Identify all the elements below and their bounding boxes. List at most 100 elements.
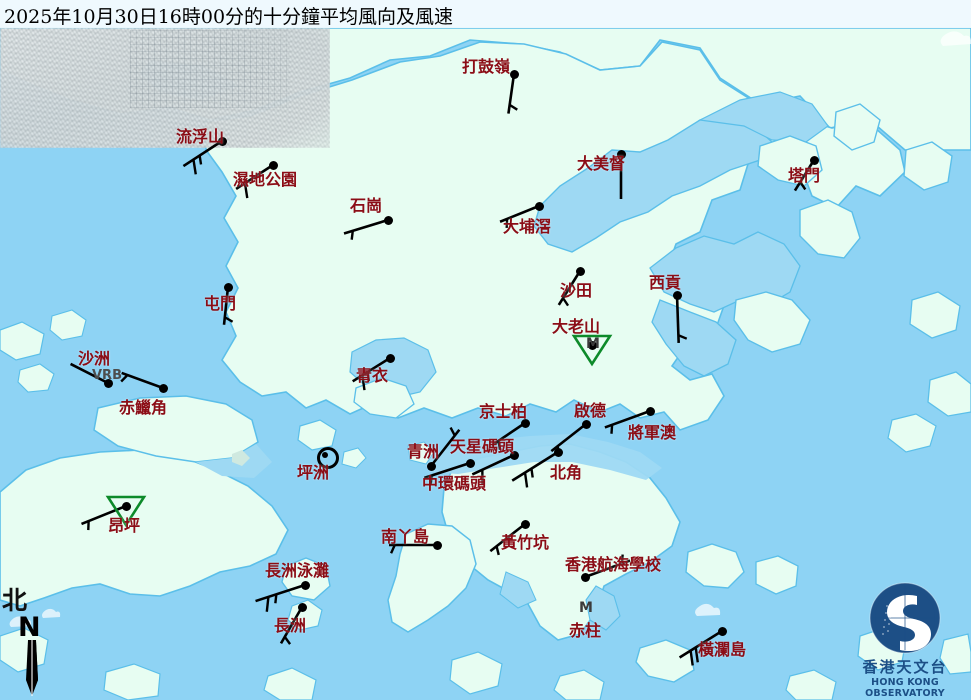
- compass-label-cn: 北: [2, 586, 28, 615]
- wind-barb-icon: [222, 286, 234, 325]
- station-label: 長洲泳灘: [265, 561, 330, 580]
- station-maintenance-flag: M: [586, 336, 600, 352]
- wind-barb-icon: [235, 163, 274, 199]
- station-label: 流浮山: [176, 127, 225, 146]
- station-label: 橫瀾島: [698, 640, 747, 659]
- wind-barb-icon: [793, 159, 816, 192]
- station-label: 青衣: [356, 366, 389, 385]
- station-label: 塔門: [788, 166, 821, 185]
- wind-barb-icon: [489, 522, 526, 556]
- station-label: 啟德: [574, 401, 607, 420]
- wind-barb-icon: [120, 371, 164, 390]
- station-dot: [581, 419, 591, 429]
- station-dot: [103, 378, 113, 388]
- wind-barb-icon: [507, 73, 518, 114]
- hko-logo-icon: [869, 582, 941, 654]
- station-label: 屯門: [204, 294, 237, 313]
- wind-barb-icon: [389, 543, 437, 554]
- station-label: 西貢: [649, 273, 682, 292]
- station-label: 沙田: [560, 281, 593, 300]
- wind-barb-icon: [619, 154, 623, 199]
- wind-barb-icon: [351, 356, 391, 391]
- station-dot: [385, 353, 395, 363]
- station-dot: [300, 580, 310, 590]
- station-label: 赤鱲角: [119, 398, 168, 417]
- station-label: 昂坪: [108, 516, 141, 535]
- station-label: 大埔滘: [503, 217, 552, 236]
- wind-barb-icon: [491, 421, 526, 450]
- wind-barb-icon: [584, 554, 631, 579]
- station-label: 大老山: [552, 317, 601, 336]
- station-dot: [432, 540, 442, 550]
- wind-barb-icon: [69, 362, 109, 385]
- wind-barb-icon: [675, 294, 688, 344]
- wind-barb-icon: [499, 204, 540, 228]
- title-bar: 2025年10月30日16時00分的十分鐘平均風向及風速: [0, 0, 971, 28]
- wind-barb-icon: [182, 139, 223, 175]
- station-label: 石崗: [350, 196, 383, 215]
- station-label: 北角: [550, 463, 583, 482]
- station-dot: [809, 155, 819, 165]
- station-dot: [223, 282, 233, 292]
- station-label: 坪洲: [297, 463, 330, 482]
- station-maintenance-flag: M: [579, 600, 593, 616]
- wind-barb-icon: [81, 504, 127, 531]
- calm-wind-icon: [317, 447, 339, 469]
- wind-barb-icon: [557, 270, 582, 307]
- wind-barb-icon: [255, 583, 306, 612]
- station-dot: [509, 450, 519, 460]
- maintenance-triangle-icon: [571, 334, 613, 367]
- station-label: 天星碼頭: [450, 437, 515, 456]
- station-label: 赤柱: [569, 621, 602, 640]
- station-dot: [509, 69, 519, 79]
- station-label: 黃竹坑: [501, 533, 550, 552]
- station-label: 青洲: [407, 442, 440, 461]
- station-label: 打鼓嶺: [462, 57, 511, 76]
- compass-needle-icon: [26, 640, 38, 696]
- station-dot: [645, 406, 655, 416]
- station-dot: [158, 383, 168, 393]
- station-label: 濕地公園: [233, 170, 298, 189]
- station-label: 香港航海學校: [565, 555, 662, 574]
- station-dot: [465, 458, 475, 468]
- station-label: 將軍澳: [628, 423, 677, 442]
- station-dot: [580, 572, 590, 582]
- station-dot: [553, 447, 563, 457]
- wind-barb-icon: [471, 453, 515, 485]
- compass-label-en: N: [18, 612, 41, 643]
- station-dot: [121, 501, 131, 511]
- hko-name-en: HONG KONG OBSERVATORY: [865, 677, 945, 699]
- wind-barb-icon: [604, 409, 651, 434]
- station-dot: [616, 149, 626, 159]
- station-dot: [268, 160, 278, 170]
- station-label: 長洲: [274, 616, 307, 635]
- station-variable-wind-label: VRB: [92, 368, 122, 383]
- wind-barb-icon: [511, 450, 559, 488]
- wind-barb-icon: [429, 427, 461, 467]
- station-dot: [322, 452, 328, 458]
- hko-logo: 香港天文台 HONG KONG OBSERVATORY: [842, 582, 968, 699]
- wind-barb-icon: [423, 461, 471, 485]
- wind-barb-icon: [279, 606, 304, 645]
- station-dot: [383, 215, 393, 225]
- station-dot: [520, 519, 530, 529]
- station-dot: [217, 136, 227, 146]
- wind-barb-icon: [678, 629, 723, 666]
- station-dot: [297, 602, 307, 612]
- wind-barb-icon: [343, 218, 389, 240]
- station-label: 大美督: [577, 154, 626, 173]
- maintenance-triangle-icon: [105, 495, 147, 528]
- page-title: 2025年10月30日16時00分的十分鐘平均風向及風速: [4, 6, 454, 28]
- station-dot: [672, 290, 682, 300]
- station-label: 中環碼頭: [422, 474, 487, 493]
- station-dot: [587, 340, 597, 350]
- station-dot: [717, 626, 727, 636]
- compass-rose: 北 N: [2, 588, 64, 700]
- station-label: 沙洲: [78, 349, 111, 368]
- station-dot: [534, 201, 544, 211]
- station-dot: [520, 418, 530, 428]
- station-label: 南丫島: [381, 527, 430, 546]
- station-label: 京士柏: [479, 402, 528, 421]
- station-dot: [426, 461, 436, 471]
